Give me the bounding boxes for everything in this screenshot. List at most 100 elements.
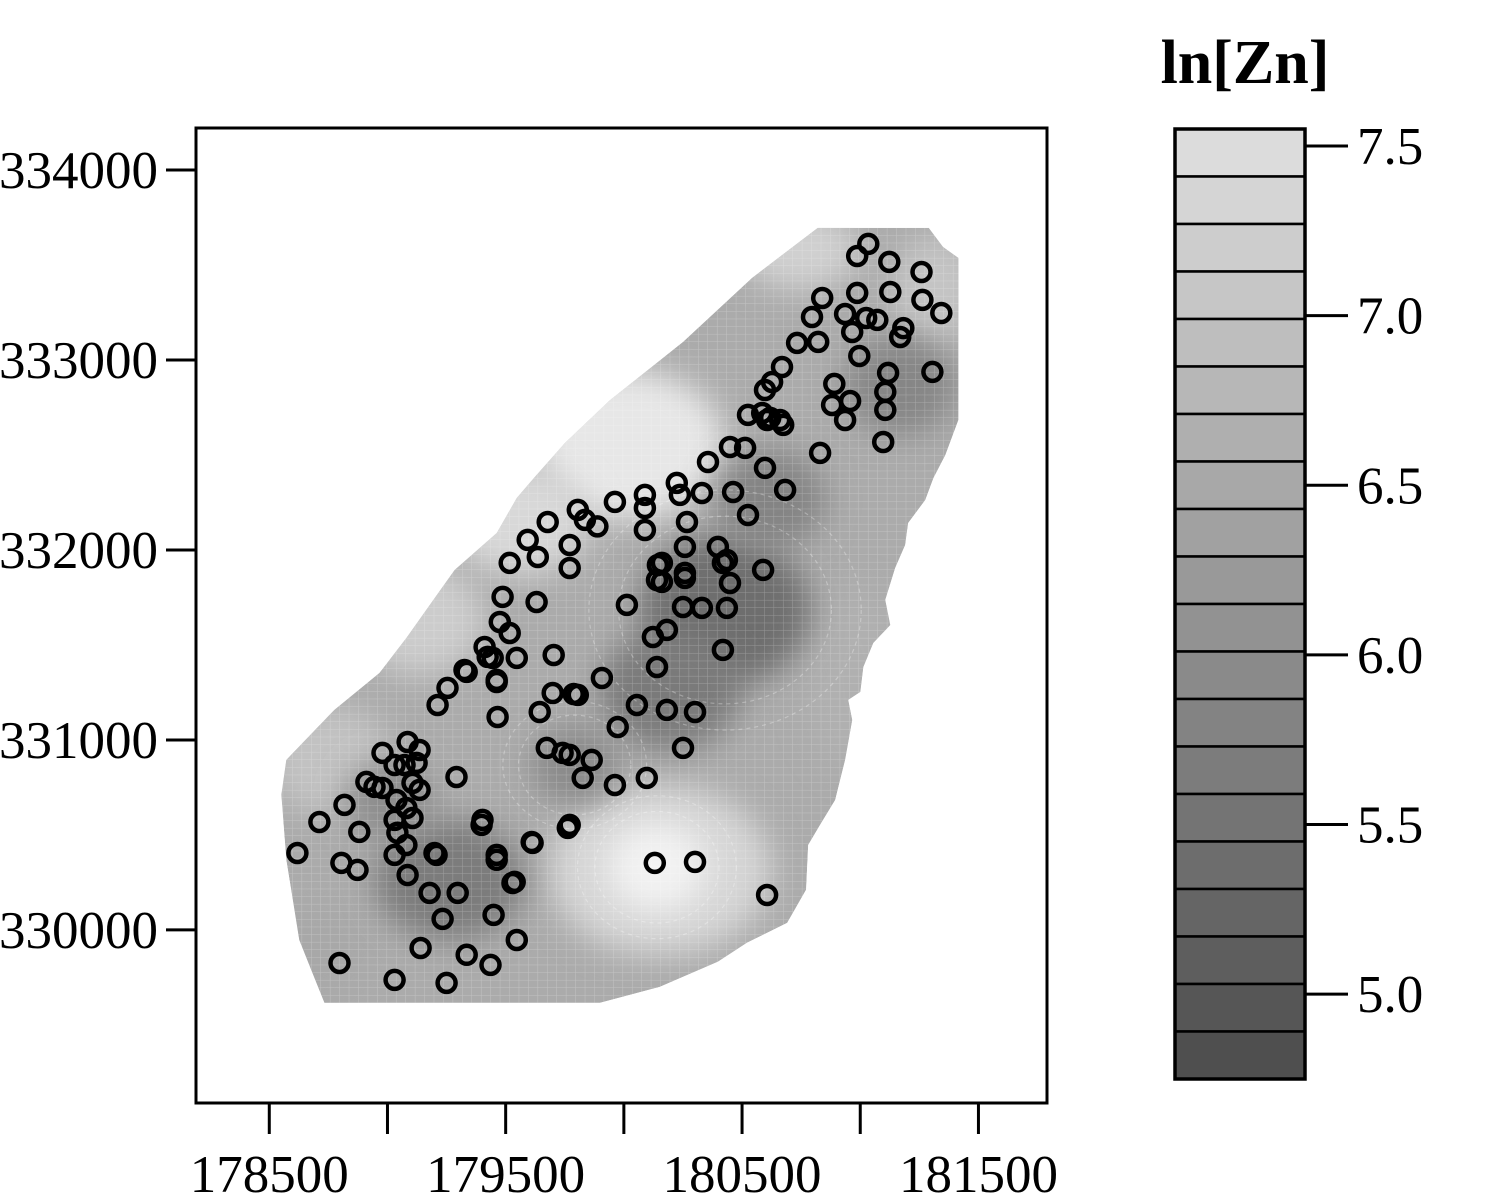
sample-point (603, 773, 627, 797)
sample-point (498, 551, 521, 575)
sample-point (806, 330, 830, 354)
colorbar-tick-label: 7.5 (1357, 118, 1423, 176)
sample-point (396, 863, 419, 887)
y-axis-tick-label: 333000 (0, 332, 158, 390)
sample-point (503, 870, 526, 894)
sample-point (645, 568, 669, 592)
prediction-grid-overlay (281, 227, 959, 1003)
sample-point (401, 806, 424, 830)
colorbar-segment (1173, 982, 1307, 1033)
sample-point (516, 528, 539, 552)
sample-point (586, 515, 609, 538)
colorbar-segment (1173, 555, 1307, 606)
colorbar-tick-label: 7.0 (1357, 288, 1423, 346)
x-axis-tick-label: 181500 (899, 1146, 1058, 1200)
colorbar-segment (1173, 935, 1307, 986)
sample-point (505, 646, 529, 670)
sample-point (562, 682, 585, 706)
colorbar: 7.5 7.0 6.5 6.0 5.5 5.0 (1173, 118, 1423, 1081)
sample-point (558, 533, 581, 557)
y-axis-tick-label: 332000 (0, 522, 158, 580)
sample-point (820, 393, 844, 417)
sample-point (879, 280, 902, 304)
sample-point (848, 344, 871, 368)
sample-point (833, 302, 857, 326)
sample-point (675, 510, 699, 534)
sample-point (736, 403, 760, 427)
sample-point (606, 715, 629, 739)
colorbar-segment (1173, 1030, 1307, 1081)
sample-point (625, 693, 649, 717)
sample-point (431, 907, 454, 931)
sample-point (668, 483, 692, 507)
sample-point (455, 660, 478, 684)
y-axis-tick-label: 331000 (0, 712, 158, 770)
sample-point (491, 585, 514, 609)
sample-point (930, 301, 953, 325)
sample-points (286, 232, 953, 995)
sample-point (482, 903, 505, 927)
sample-point (808, 441, 832, 465)
sample-point (715, 596, 739, 620)
colorbar-segment (1173, 650, 1307, 701)
sample-point (580, 748, 603, 772)
sample-point (455, 943, 478, 967)
sample-point (718, 571, 742, 595)
y-axis-tick-label: 330000 (0, 902, 158, 960)
sample-point (633, 496, 657, 520)
sample-point (736, 503, 760, 527)
sample-point (845, 244, 869, 268)
sample-point (665, 471, 689, 495)
sample-point (542, 643, 565, 667)
sample-point (436, 676, 459, 700)
sample-point (845, 281, 869, 305)
sample-point (371, 776, 394, 800)
sample-point (866, 308, 889, 332)
sample-point (641, 625, 665, 649)
sample-point (558, 556, 581, 580)
sample-point (603, 490, 627, 514)
sample-point (346, 858, 369, 882)
sample-point (348, 820, 371, 844)
sample-point (536, 510, 559, 534)
sample-point (633, 483, 657, 507)
sample-point (328, 951, 351, 975)
sample-point (690, 596, 714, 620)
colorbar-segment (1173, 175, 1307, 226)
sample-point (878, 250, 901, 274)
sample-point (753, 378, 777, 402)
sample-point (541, 681, 564, 705)
sample-point (711, 638, 735, 662)
sample-point (498, 621, 521, 645)
sample-point (711, 551, 735, 575)
sample-point (383, 753, 406, 777)
sample-point (755, 883, 779, 907)
sample-point (683, 700, 707, 724)
sample-point (505, 928, 529, 952)
sample-point (770, 355, 794, 379)
sample-point (871, 430, 895, 454)
sample-point (645, 655, 669, 679)
sample-point (615, 593, 639, 617)
sample-point (810, 286, 834, 310)
sample-point (633, 518, 657, 542)
sample-point (673, 535, 697, 559)
colorbar-segment (1173, 840, 1307, 891)
colorbar-segment (1173, 887, 1307, 938)
sample-point (673, 566, 697, 590)
x-axis-tick-label: 178500 (190, 1146, 349, 1200)
colorbar-segment (1173, 365, 1307, 416)
sample-point (409, 936, 432, 960)
sample-point (874, 398, 897, 422)
sample-point (521, 831, 544, 855)
sample-point (485, 848, 508, 872)
sample-point (911, 288, 934, 312)
sample-point (333, 793, 356, 817)
sample-point (840, 320, 864, 344)
colorbar-segment (1173, 317, 1307, 368)
sample-point (721, 480, 745, 504)
sample-point (643, 851, 667, 875)
colorbar-title: ln[Zn] (1160, 29, 1330, 97)
sample-point (418, 881, 441, 905)
